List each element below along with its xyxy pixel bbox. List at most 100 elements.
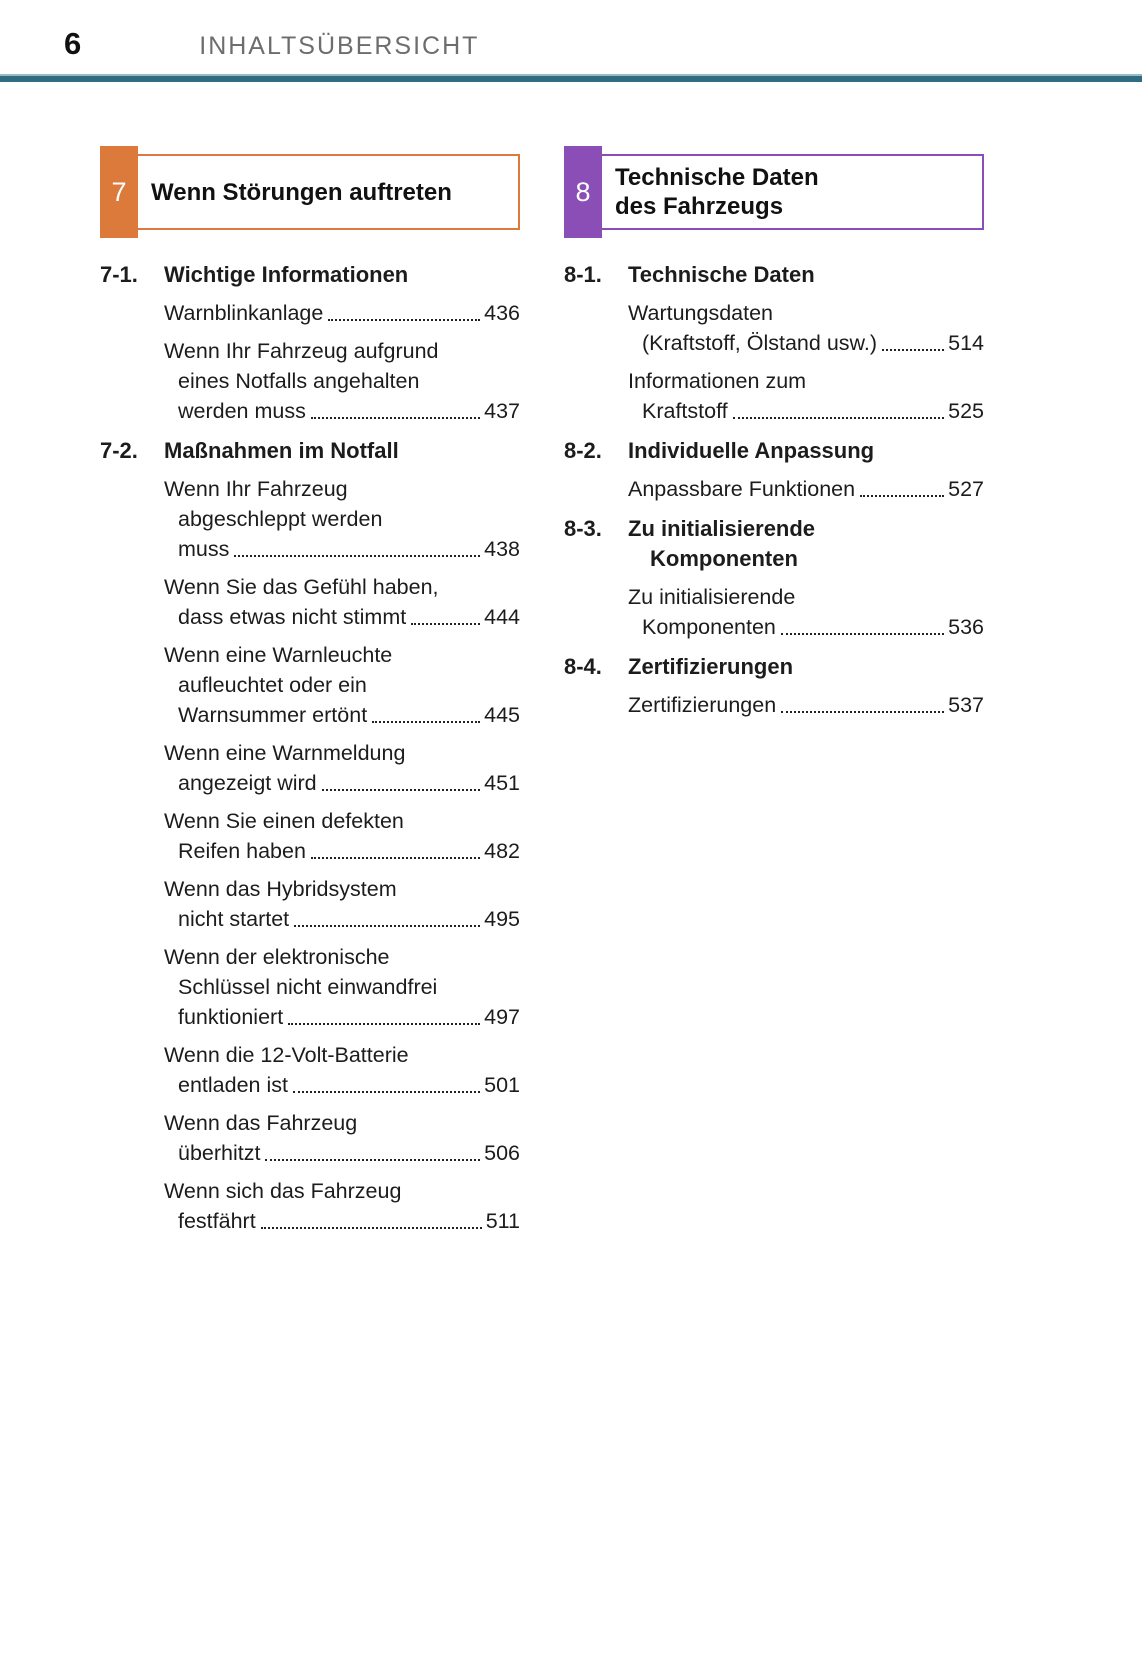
dotted-leader [411, 623, 481, 625]
toc-entry: Wenn der elektronische Schlüssel nicht ei… [164, 942, 520, 1032]
toc-group-heading-line: Wichtige Informationen [164, 262, 409, 287]
page-ref: 436 [484, 301, 520, 325]
toc-entry-text: (Kraftstoff, Ölstand usw.) [642, 331, 877, 355]
section-title: Wenn Störungen auftreten [151, 178, 452, 206]
page-ref: 537 [948, 693, 984, 717]
toc-group-label: 8-1. [564, 262, 602, 287]
toc-entry-text: muss [178, 537, 230, 561]
toc-group-label: 8-4. [564, 654, 602, 679]
page-number: 6 [64, 26, 82, 61]
dotted-leader [234, 555, 481, 557]
toc-entry-text: Komponenten [642, 615, 776, 639]
toc-entry: Wenn eine Warnleuchte aufleuchtet oder ei… [164, 640, 520, 730]
page-ref: 495 [484, 907, 520, 931]
toc-entry-line: Zertifizierungen 537 [628, 690, 984, 720]
toc-entry-line: Warnsummer ertönt 445 [164, 700, 520, 730]
toc-entry: Warnblinkanlage 436 [164, 298, 520, 328]
toc-group-heading-line: Maßnahmen im Notfall [164, 438, 399, 463]
toc-group-heading-line: Individuelle Anpassung [628, 438, 875, 463]
toc-group-heading-line: Technische Daten [628, 262, 815, 287]
section-number-badge: 8 [564, 146, 602, 238]
toc-entry: Zu initialisierende Komponenten 536 [628, 582, 984, 642]
section-title-box: Wenn Störungen auftreten [138, 154, 520, 230]
toc-entry: Wenn das Fahrzeug überhitzt 506 [164, 1108, 520, 1168]
page-ref: 527 [948, 477, 984, 501]
dotted-leader [294, 925, 481, 927]
toc-entry-line: muss 438 [164, 534, 520, 564]
toc-entry-line: Wenn das Hybridsystem [164, 877, 397, 901]
toc-entry-line: Wartungsdaten [628, 301, 774, 325]
toc-entry-line: funktioniert 497 [164, 1002, 520, 1032]
toc-entry: Zertifizierungen 537 [628, 690, 984, 720]
toc-entry-text: entladen ist [178, 1073, 288, 1097]
toc-entry-line: Wenn sich das Fahrzeug [164, 1179, 402, 1203]
toc-group-label: 8-2. [564, 438, 602, 463]
toc-entry-line: Wenn Ihr Fahrzeug [164, 477, 348, 501]
toc-entry-line: Reifen haben 482 [164, 836, 520, 866]
toc-entry: Anpassbare Funktionen 527 [628, 474, 984, 504]
toc-entry-line: angezeigt wird 451 [164, 768, 520, 798]
dotted-leader [321, 789, 481, 791]
page-ref: 514 [948, 331, 984, 355]
dotted-leader [292, 1091, 481, 1093]
toc-entry-text: überhitzt [178, 1141, 261, 1165]
toc-entry: Wenn Ihr Fahrzeug aufgrund eines Notfalls… [164, 336, 520, 426]
toc-group-label: 7-2. [100, 438, 138, 463]
dotted-leader [328, 319, 481, 321]
toc-entry: Informationen zum Kraftstoff 525 [628, 366, 984, 426]
dotted-leader [372, 721, 481, 723]
toc-entry-line: entladen ist 501 [164, 1070, 520, 1100]
toc-group-label: 8-3. [564, 516, 602, 541]
toc-entry-line: werden muss 437 [164, 396, 520, 426]
toc-entry-line: Anpassbare Funktionen 527 [628, 474, 984, 504]
toc-entry-text: nicht startet [178, 907, 290, 931]
page-ref: 444 [484, 605, 520, 629]
toc-entry-text: werden muss [178, 399, 306, 423]
toc-entries: Zertifizierungen 537 [628, 690, 984, 720]
page-ref: 497 [484, 1005, 520, 1029]
page-ref: 482 [484, 839, 520, 863]
toc-group-header: 7-1. Wichtige Informationen [100, 260, 520, 290]
toc-entry-line: Wenn der elektronische [164, 945, 390, 969]
page-ref: 511 [485, 1209, 520, 1233]
toc-entry-line: abgeschleppt werden [178, 507, 383, 531]
page-ref: 506 [484, 1141, 520, 1165]
toc-group-header: 8-1. Technische Daten [564, 260, 984, 290]
toc-entry-line: (Kraftstoff, Ölstand usw.) 514 [628, 328, 984, 358]
toc-entry-line: Wenn das Fahrzeug [164, 1111, 358, 1135]
toc-entry-line: überhitzt 506 [164, 1138, 520, 1168]
toc-entry-text: dass etwas nicht stimmt [178, 605, 407, 629]
toc-entry-text: Anpassbare Funktionen [628, 477, 856, 501]
toc-entry-line: Wenn eine Warnmeldung [164, 741, 406, 765]
toc-group-heading: Individuelle Anpassung [628, 436, 874, 466]
toc-entry-line: Wenn Sie einen defekten [164, 809, 404, 833]
toc-entry-line: Wenn eine Warnleuchte [164, 643, 393, 667]
page-ref: 525 [948, 399, 984, 423]
toc-entry-line: eines Notfalls angehalten [178, 369, 420, 393]
toc-entry-text: Reifen haben [178, 839, 306, 863]
toc-entry-text: Warnblinkanlage [164, 301, 324, 325]
dotted-leader [310, 857, 481, 859]
toc-entry-text: festfährt [178, 1209, 256, 1233]
dotted-leader [780, 633, 945, 635]
dotted-leader [310, 417, 481, 419]
column-left: 7 Wenn Störungen auftreten 7-1. Wichtige In… [100, 146, 520, 1244]
toc-group-heading: Wichtige Informationen [164, 260, 408, 290]
dotted-leader [260, 1227, 482, 1229]
page-header: 6 INHALTSÜBERSICHT [0, 0, 1142, 74]
dotted-leader [732, 417, 945, 419]
toc-entry-line: Komponenten 536 [628, 612, 984, 642]
toc-entry-line: nicht startet 495 [164, 904, 520, 934]
toc-entries: Anpassbare Funktionen 527 [628, 474, 984, 504]
toc-entry-text: Kraftstoff [642, 399, 728, 423]
toc-entry: Wenn Ihr Fahrzeug abgeschleppt werden muss… [164, 474, 520, 564]
toc-entry: Wenn sich das Fahrzeug festfährt 511 [164, 1176, 520, 1236]
toc-entries: Wenn Ihr Fahrzeug abgeschleppt werden muss… [164, 474, 520, 1236]
toc-group-header: 8-4. Zertifizierungen [564, 652, 984, 682]
toc-group-header: 8-2. Individuelle Anpassung [564, 436, 984, 466]
dotted-leader [265, 1159, 481, 1161]
section-title-box: Technische Daten des Fahrzeugs [602, 154, 984, 230]
toc-group-heading: Zu initialisierende Komponenten [628, 514, 815, 574]
column-right: 8 Technische Daten des Fahrzeugs 8-1. Techni… [564, 146, 984, 1244]
toc-entry-line: Wenn Sie das Gefühl haben, [164, 575, 439, 599]
